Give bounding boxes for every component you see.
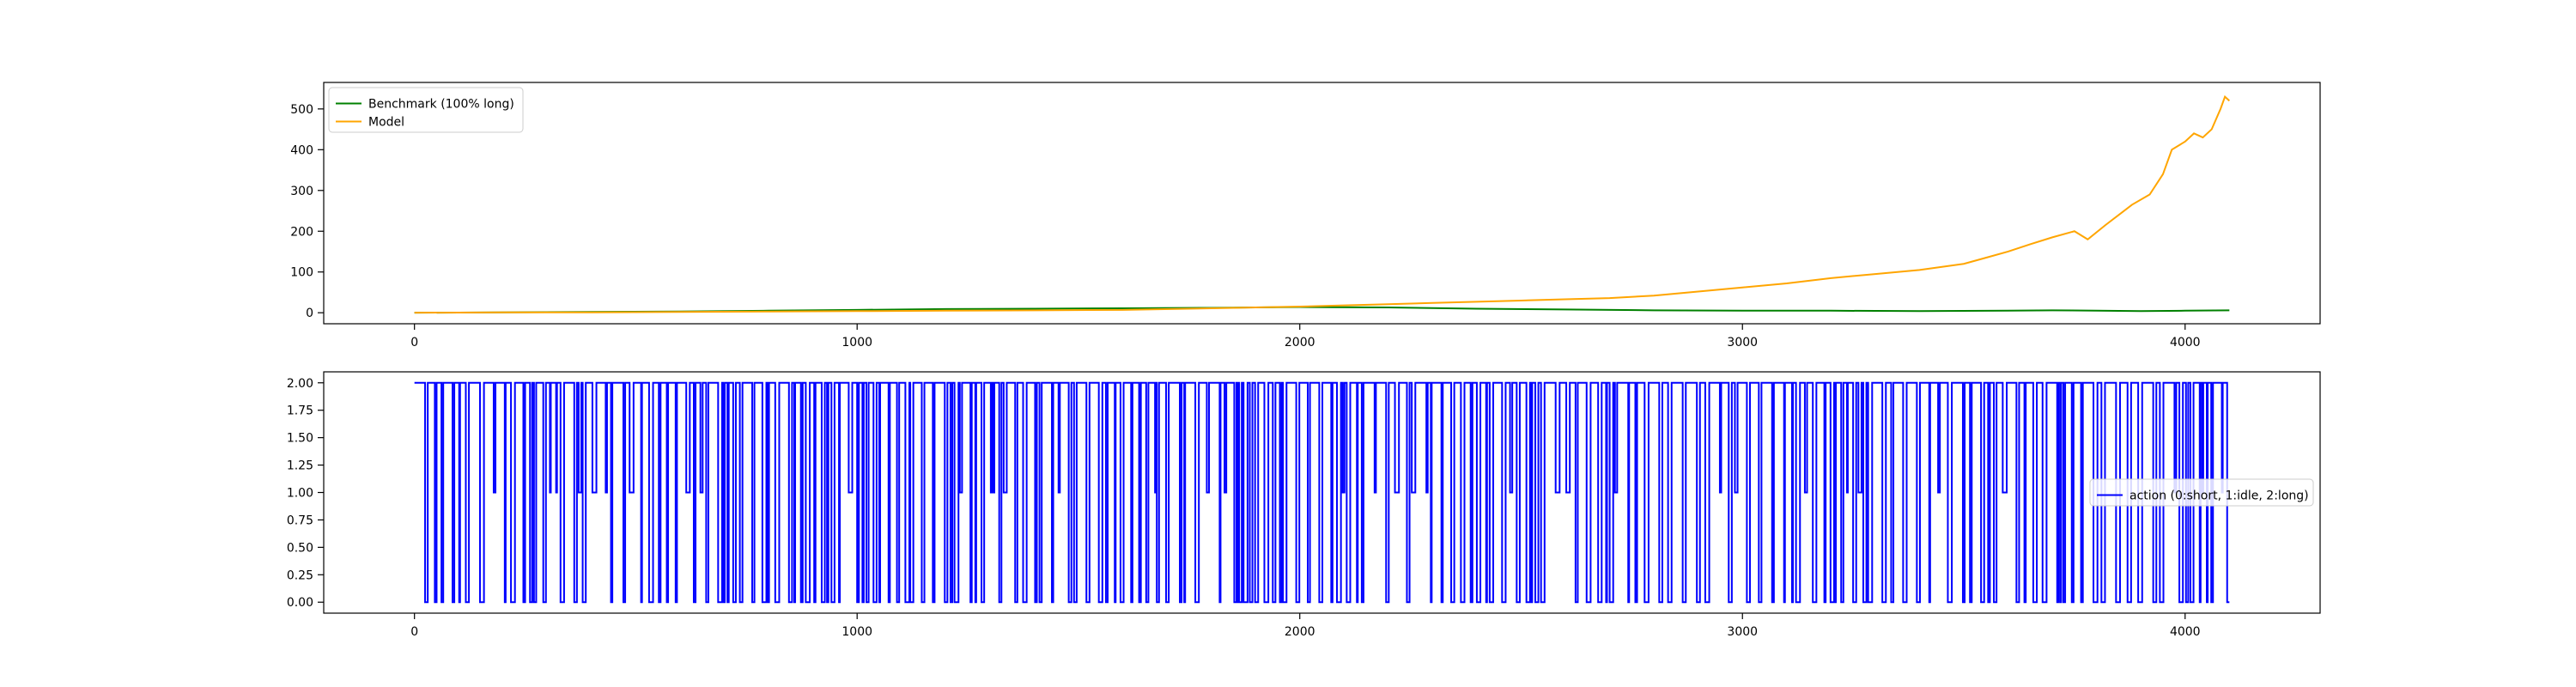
bottom-x-axis: 0 1000 2000 3000 4000 <box>410 613 2201 639</box>
legend-label: action (0:short, 1:idle, 2:long) <box>2129 489 2309 503</box>
legend-box <box>2089 478 2314 507</box>
legend-box <box>328 87 524 133</box>
y-tick-label: 1.75 <box>287 404 313 418</box>
series-line-1 <box>414 94 2230 314</box>
x-tick-label: 3000 <box>1727 336 1758 350</box>
y-tick-label: 0 <box>306 307 313 320</box>
x-tick-label: 2000 <box>1285 625 1315 639</box>
y-tick-label: 1.25 <box>287 459 313 473</box>
bottom-chart: 0 1000 2000 3000 4000 0.00 0.25 0.50 0.75 1.00 1.… <box>287 371 2321 639</box>
top-chart: 0 1000 2000 3000 4000 0 100 200 300 400 500 Bench… <box>290 82 2321 350</box>
x-tick-label: 2000 <box>1285 336 1315 350</box>
top-x-axis: 0 1000 2000 3000 4000 <box>410 324 2201 350</box>
series-line-action <box>414 381 2230 604</box>
y-tick-label: 500 <box>290 103 313 117</box>
x-tick-label: 3000 <box>1727 625 1758 639</box>
top-series-layer <box>414 94 2230 314</box>
top-y-axis: 0 100 200 300 400 500 <box>290 103 324 320</box>
y-tick-label: 0.25 <box>287 568 313 582</box>
bottom-legend: action (0:short, 1:idle, 2:long) <box>2089 478 2314 507</box>
y-tick-label: 2.00 <box>287 377 313 391</box>
y-tick-label: 400 <box>290 143 313 157</box>
x-tick-label: 1000 <box>841 625 872 639</box>
x-tick-label: 1000 <box>841 336 872 350</box>
bottom-y-axis: 0.00 0.25 0.50 0.75 1.00 1.25 1.50 1.75 2.00 <box>287 377 324 610</box>
y-tick-label: 100 <box>290 266 313 280</box>
y-tick-label: 0.75 <box>287 514 313 527</box>
y-tick-label: 0.00 <box>287 596 313 610</box>
x-tick-label: 4000 <box>2170 336 2201 350</box>
top-legend: Benchmark (100% long) Model <box>328 87 524 133</box>
y-tick-label: 1.50 <box>287 432 313 446</box>
x-tick-label: 0 <box>410 336 418 350</box>
x-tick-label: 4000 <box>2170 625 2201 639</box>
legend-label: Benchmark (100% long) <box>368 98 514 112</box>
y-tick-label: 0.50 <box>287 541 313 555</box>
y-tick-label: 1.00 <box>287 487 313 501</box>
bottom-series-layer <box>414 381 2230 604</box>
x-tick-label: 0 <box>410 625 418 639</box>
legend-label: Model <box>368 116 404 130</box>
top-plot-frame <box>323 82 2321 325</box>
y-tick-label: 300 <box>290 185 313 198</box>
y-tick-label: 200 <box>290 225 313 239</box>
